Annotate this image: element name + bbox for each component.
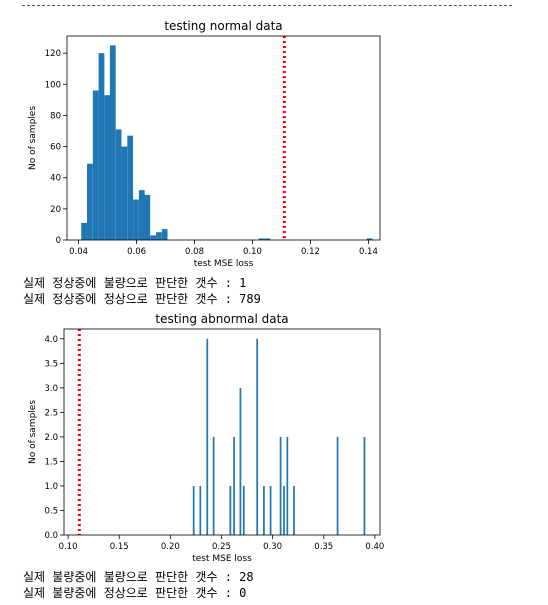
x-tick-label: 0.10 (59, 542, 78, 552)
x-axis-label: test MSE loss (194, 259, 254, 269)
histogram-bar (99, 53, 105, 240)
histogram-bar (263, 486, 265, 535)
y-tick-label: 1.0 (44, 482, 58, 492)
histogram-bar (162, 229, 168, 240)
histogram-bar (139, 190, 145, 240)
output-line-defect-as-defect: 실제 불량중에 불량으로 판단한 갯수 : 28 (23, 570, 254, 585)
histogram-bar (133, 200, 139, 240)
y-tick-label: 0.0 (44, 531, 58, 541)
y-tick-label: 100 (45, 80, 61, 90)
histogram-bar (256, 339, 258, 535)
x-tick-label: 0.30 (263, 542, 282, 552)
x-tick-label: 0.10 (243, 247, 262, 257)
y-tick-label: 3.5 (44, 359, 58, 369)
normal-data-histogram: testing normal data 0.04 0.06 0.08 0.10 0.12 0… (0, 16, 548, 274)
output-line-defect-as-normal: 실제 불량중에 정상으로 판단한 갯수 : 0 (23, 586, 246, 601)
histogram-bar (87, 164, 93, 240)
x-tick-label: 0.06 (127, 247, 146, 257)
x-axis-label: test MSE loss (192, 554, 252, 564)
histogram-bar (127, 136, 133, 240)
histogram-bar (213, 437, 215, 535)
y-tick-label: 1.5 (44, 457, 58, 467)
abnormal-data-histogram: testing abnormal data 0.10 0.15 0.20 0.25 0.3… (0, 312, 548, 570)
histogram-bar (233, 437, 235, 535)
histogram-bar (206, 339, 208, 535)
output-line-normal-as-defect: 실제 정상중에 불량으로 판단한 갯수 : 1 (23, 276, 246, 291)
x-tick-label: 0.35 (314, 542, 333, 552)
histogram-bar (110, 45, 116, 240)
histogram-bar (240, 388, 242, 535)
histogram-bar (199, 486, 201, 535)
x-tick-label: 0.04 (69, 247, 88, 257)
y-axis-label: No of samples (28, 106, 38, 170)
histogram-bar (243, 486, 245, 535)
histogram-bar (81, 223, 87, 240)
output-separator (22, 5, 512, 6)
histogram-bar (280, 437, 282, 535)
histogram-bar (104, 95, 110, 240)
x-tick-label: 0.40 (365, 542, 384, 552)
x-tick-label: 0.20 (161, 542, 180, 552)
plot-frame (64, 329, 380, 535)
histogram-bar (364, 437, 366, 535)
chart-title: testing normal data (164, 19, 282, 33)
y-tick-label: 2.0 (44, 433, 58, 443)
histogram-bar (122, 147, 128, 240)
histogram-bar (337, 437, 339, 535)
x-tick-label: 0.25 (212, 542, 231, 552)
histogram-bar (270, 486, 272, 535)
y-tick-label: 40 (50, 174, 61, 184)
y-tick-label: 0.5 (44, 506, 58, 516)
histogram-bar (93, 91, 99, 240)
y-tick-label: 0 (56, 236, 61, 246)
y-tick-label: 20 (50, 205, 61, 215)
y-tick-label: 120 (45, 49, 61, 59)
x-tick-label: 0.15 (110, 542, 129, 552)
x-tick-label: 0.14 (359, 247, 378, 257)
y-tick-label: 4.0 (44, 335, 58, 345)
histogram-bar (144, 195, 150, 240)
histogram-bar (116, 129, 122, 240)
histogram-bar (293, 486, 295, 535)
histogram-bar (193, 486, 195, 535)
y-tick-label: 60 (50, 143, 61, 153)
y-tick-label: 3.0 (44, 384, 58, 394)
x-tick-label: 0.12 (301, 247, 320, 257)
histogram-bar (283, 486, 285, 535)
y-tick-label: 2.5 (44, 408, 58, 418)
y-tick-label: 80 (50, 111, 61, 121)
histogram-bar (156, 232, 162, 240)
y-axis-label: No of samples (28, 400, 38, 464)
output-line-normal-as-normal: 실제 정상중에 정상으로 판단한 갯수 : 789 (23, 292, 261, 307)
histogram-bar (286, 437, 288, 535)
chart-title: testing abnormal data (155, 312, 288, 326)
histogram-bar (150, 235, 156, 240)
x-tick-label: 0.08 (185, 247, 204, 257)
histogram-bar (230, 486, 232, 535)
